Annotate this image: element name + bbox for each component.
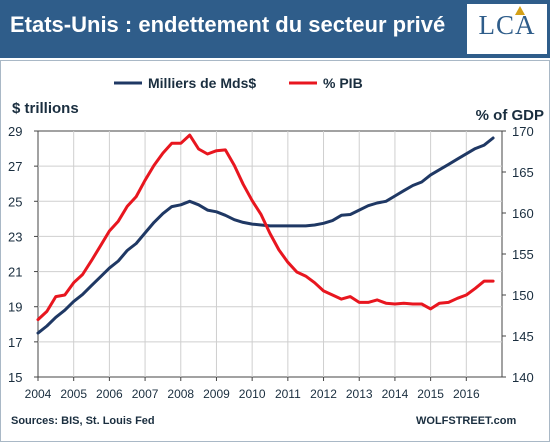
y-left-tick-label: 15 xyxy=(8,370,22,385)
y-right-tick-label: 145 xyxy=(512,329,534,344)
x-tick-label: 2015 xyxy=(417,387,444,401)
y-left-tick-label: 29 xyxy=(8,124,22,139)
y-left-tick-label: 25 xyxy=(8,194,22,209)
series-line-pib xyxy=(36,133,495,322)
chart-title: Etats-Unis : endettement du secteur priv… xyxy=(10,12,446,37)
x-tick-label: 2010 xyxy=(239,387,266,401)
plot-area xyxy=(37,130,503,378)
x-tick-label: 2008 xyxy=(167,387,194,401)
x-tick-label: 2007 xyxy=(132,387,159,401)
x-tick-label: 2005 xyxy=(60,387,87,401)
x-tick-label: 2016 xyxy=(453,387,480,401)
y-left-tick-label: 19 xyxy=(8,300,22,315)
y-right-tick-label: 155 xyxy=(512,247,534,262)
y-right-axis-label: % of GDP xyxy=(476,107,544,124)
header-bar: Etats-Unis : endettement du secteur priv… xyxy=(0,0,550,58)
y-left-axis-label: $ trillions xyxy=(12,100,79,117)
y-right-tick-label: 140 xyxy=(512,370,534,385)
x-tick-label: 2006 xyxy=(96,387,123,401)
y-right-tick-label: 170 xyxy=(512,124,534,139)
x-tick-label: 2009 xyxy=(203,387,230,401)
y-right-tick-label: 165 xyxy=(512,165,534,180)
y-right-tick-label: 160 xyxy=(512,206,534,221)
credit-note: WOLFSTREET.com xyxy=(416,415,517,427)
x-tick-label: 2013 xyxy=(346,387,373,401)
legend-label-debt: Milliers de Mds$ xyxy=(148,75,256,91)
y-left-tick-label: 23 xyxy=(8,229,22,244)
x-tick-label: 2004 xyxy=(25,387,52,401)
x-tick-label: 2014 xyxy=(382,387,409,401)
lca-logo: LCA xyxy=(467,4,547,54)
y-left-tick-label: 27 xyxy=(8,159,22,174)
y-left-tick-label: 17 xyxy=(8,335,22,350)
logo-text: LCA xyxy=(478,10,536,40)
x-tick-label: 2011 xyxy=(275,387,301,401)
logo-accent-icon xyxy=(515,6,525,15)
legend-label-pib: % PIB xyxy=(323,75,363,91)
source-note: Sources: BIS, St. Louis Fed xyxy=(11,415,155,427)
x-tick-label: 2012 xyxy=(310,387,337,401)
y-left-tick-label: 21 xyxy=(8,265,22,280)
y-right-tick-label: 150 xyxy=(512,288,534,303)
